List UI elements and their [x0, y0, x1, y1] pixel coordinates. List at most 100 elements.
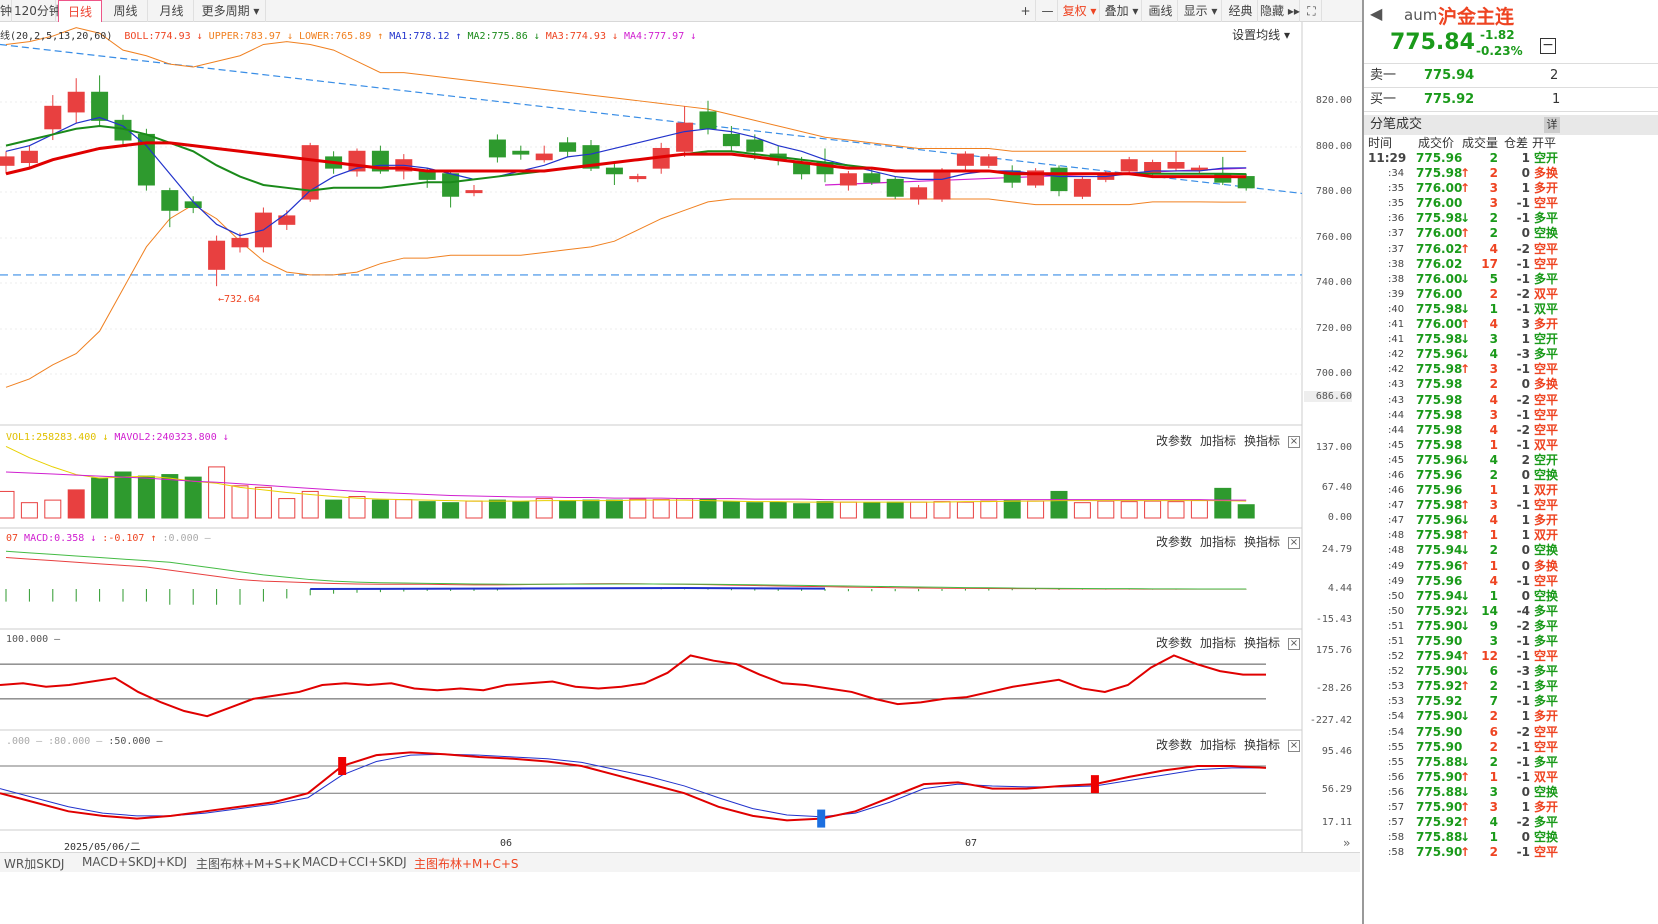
candle[interactable] — [1120, 156, 1138, 174]
candle[interactable] — [301, 142, 319, 202]
kline-chart[interactable] — [0, 22, 1360, 852]
y-tick-label: 17.11 — [1321, 817, 1352, 828]
tick-volume: 1 — [1489, 558, 1498, 573]
tick-price: 775.92 — [1416, 679, 1463, 694]
period-tab-0[interactable]: 钟 — [0, 0, 12, 22]
candle[interactable] — [629, 173, 647, 183]
template-tab-4[interactable]: 主图布林+M+C+S — [414, 857, 519, 871]
chart-tool-5[interactable]: 显示 ▾ — [1180, 0, 1222, 22]
edit-params-button[interactable]: 改参数 — [1155, 434, 1192, 448]
candle[interactable] — [1027, 168, 1045, 188]
candle[interactable] — [208, 235, 226, 287]
candle[interactable] — [886, 176, 904, 200]
candle[interactable] — [980, 154, 998, 169]
y-tick-label: 67.40 — [1321, 482, 1352, 493]
close-pane-icon[interactable]: × — [1288, 435, 1300, 448]
template-tab-3[interactable]: MACD+CCI+SKDJ — [302, 855, 407, 869]
period-tab-5[interactable]: 更多周期 ▾ — [196, 0, 266, 22]
tick-arrow: ↓ — [1460, 543, 1471, 558]
collapse-icon[interactable]: − — [1540, 38, 1556, 54]
candle[interactable] — [605, 162, 623, 185]
candle[interactable] — [1214, 156, 1232, 185]
candle[interactable] — [488, 134, 506, 163]
candle[interactable] — [44, 95, 62, 141]
candle[interactable] — [1167, 151, 1185, 171]
tick-arrow: ↓ — [1460, 754, 1471, 769]
chart-tool-2[interactable]: 复权 ▾ — [1060, 0, 1100, 22]
period-tab-1[interactable]: 120分钟 — [14, 0, 61, 22]
add-indicator-button[interactable]: 加指标 — [1199, 434, 1236, 448]
chart-tool-4[interactable]: 画线 — [1144, 0, 1178, 22]
close-pane-icon[interactable]: × — [1288, 637, 1300, 650]
swap-indicator-button[interactable]: 换指标 — [1243, 434, 1280, 448]
period-tab-3[interactable]: 周线 — [104, 0, 148, 22]
ma-settings-button[interactable]: 设置均线 ▾ — [1232, 28, 1290, 42]
add-indicator-button[interactable]: 加指标 — [1199, 738, 1236, 752]
candle[interactable] — [1050, 165, 1068, 197]
template-tab-2[interactable]: 主图布林+M+S+K — [196, 857, 301, 871]
candle[interactable] — [465, 184, 483, 197]
candle[interactable] — [722, 125, 740, 152]
chart-tool-1[interactable]: — — [1038, 0, 1058, 22]
candle[interactable] — [137, 128, 155, 191]
candle[interactable] — [20, 145, 38, 169]
scroll-right-arrow[interactable]: » — [1343, 836, 1351, 850]
candle[interactable] — [1073, 176, 1091, 200]
tick-oi-diff: 0 — [1521, 784, 1530, 799]
candle[interactable] — [559, 137, 577, 157]
candle[interactable] — [839, 170, 857, 191]
buy-one-price: 775.92 — [1424, 92, 1475, 107]
trend-line[interactable] — [0, 43, 1303, 195]
chart-tool-0[interactable]: + — [1016, 0, 1036, 22]
candle[interactable] — [582, 140, 600, 171]
chart-tool-8[interactable]: ⛶ — [1302, 0, 1322, 22]
volume-bar — [722, 501, 740, 519]
volume-bar — [114, 471, 132, 519]
candle[interactable] — [910, 184, 928, 205]
candle[interactable] — [442, 170, 460, 208]
add-indicator-button[interactable]: 加指标 — [1199, 636, 1236, 650]
candle[interactable] — [161, 187, 179, 228]
edit-params-button[interactable]: 改参数 — [1155, 738, 1192, 752]
tick-volume: 7 — [1489, 694, 1498, 709]
candle[interactable] — [1003, 165, 1021, 188]
edit-params-button[interactable]: 改参数 — [1155, 636, 1192, 650]
chart-tool-6[interactable]: 经典 — [1224, 0, 1258, 22]
candle[interactable] — [184, 196, 202, 214]
chart-tool-7[interactable]: 隐藏 ▸▸ — [1260, 0, 1300, 22]
ticks-header-oi-diff: 仓差 — [1504, 136, 1529, 150]
candle-body — [676, 122, 694, 152]
candle[interactable] — [0, 151, 15, 174]
indicator-value-4: MA2:775.86 ↓ — [467, 31, 540, 42]
tick-open-close: 空换 — [1534, 784, 1559, 799]
close-pane-icon[interactable]: × — [1288, 536, 1300, 549]
tick-oi-diff: 0 — [1521, 166, 1530, 181]
candle[interactable] — [67, 78, 85, 124]
period-tab-2[interactable]: 日线 — [58, 0, 102, 22]
ma-settings[interactable]: 设置均线 ▾ — [1224, 26, 1290, 43]
ticks-detail-button[interactable]: 详 — [1544, 117, 1560, 133]
swap-indicator-button[interactable]: 换指标 — [1243, 636, 1280, 650]
candle[interactable] — [956, 151, 974, 171]
candle[interactable] — [535, 145, 553, 163]
chart-tool-3[interactable]: 叠加 ▾ — [1102, 0, 1142, 22]
edit-params-button[interactable]: 改参数 — [1155, 535, 1192, 549]
candle[interactable] — [676, 106, 694, 157]
tick-open-close: 空开 — [1534, 452, 1559, 467]
swap-indicator-button[interactable]: 换指标 — [1243, 738, 1280, 752]
ticks-list[interactable]: 11:29 775.96 2 1 空开:34 775.98 ↑ 2 0 多换:35 776.00 ↑ 3… — [1364, 151, 1658, 860]
candle[interactable] — [933, 168, 951, 202]
candle[interactable] — [1190, 165, 1208, 174]
candle[interactable] — [512, 145, 530, 160]
template-tab-1[interactable]: MACD+SKDJ+KDJ — [82, 855, 187, 869]
template-tab-0[interactable]: WR加SKDJ — [4, 857, 65, 871]
prev-arrow-icon[interactable]: ◀ — [1370, 4, 1383, 23]
candle[interactable] — [348, 148, 366, 177]
close-pane-icon[interactable]: × — [1288, 739, 1300, 752]
swap-indicator-button[interactable]: 换指标 — [1243, 535, 1280, 549]
period-tab-4[interactable]: 月线 — [150, 0, 194, 22]
volume-bar — [769, 501, 787, 519]
macd-pane-legend: 07 MACD:0.358 ↓:-0.107 ↑:0.000 — — [0, 533, 211, 544]
sell-one-row: 卖一 775.94 2 — [1364, 64, 1658, 88]
add-indicator-button[interactable]: 加指标 — [1199, 535, 1236, 549]
